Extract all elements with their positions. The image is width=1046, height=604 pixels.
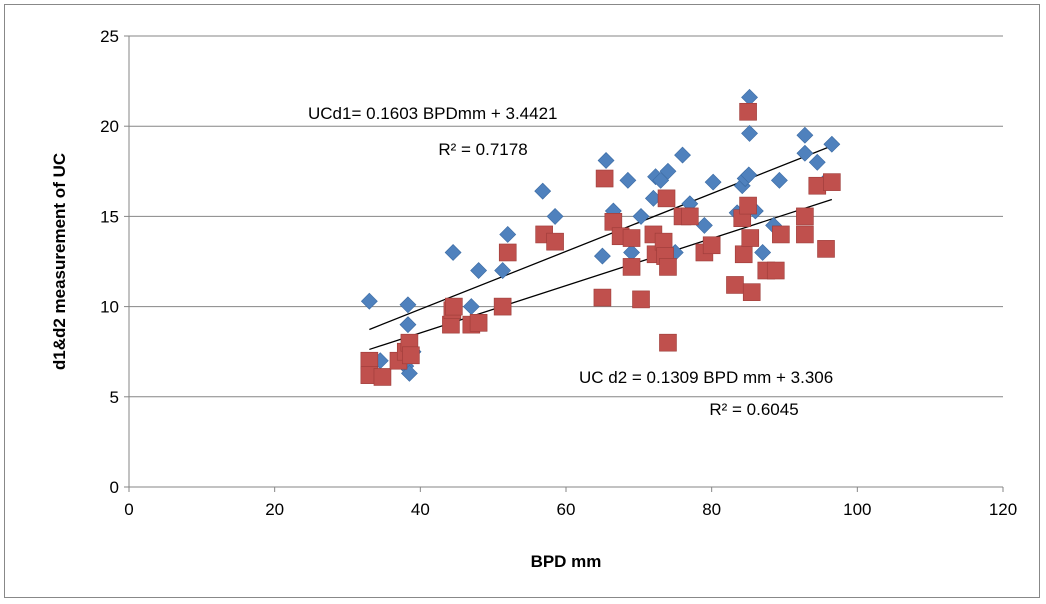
x-tick-label: 0 bbox=[124, 500, 133, 519]
trendline-equation-d2: UC d2 = 0.1309 BPD mm + 3.306 bbox=[579, 368, 833, 387]
data-point-d2 bbox=[702, 236, 721, 255]
x-tick-label: 80 bbox=[702, 500, 721, 519]
data-point-d1 bbox=[741, 124, 758, 142]
data-point-d1 bbox=[823, 135, 841, 153]
data-point-d2 bbox=[632, 290, 650, 309]
data-point-d2 bbox=[595, 169, 614, 188]
data-point-d1 bbox=[597, 152, 615, 169]
data-point-d1 bbox=[444, 244, 462, 261]
y-tick-label: 25 bbox=[100, 27, 119, 46]
data-point-d1 bbox=[546, 207, 564, 225]
data-point-d1 bbox=[674, 146, 691, 164]
data-point-d1 bbox=[399, 316, 417, 334]
data-point-d2 bbox=[796, 225, 814, 244]
y-tick-label: 0 bbox=[110, 478, 119, 497]
data-point-d1 bbox=[741, 88, 758, 106]
data-point-d2 bbox=[445, 297, 463, 316]
x-tick-label: 40 bbox=[411, 500, 430, 519]
data-point-d2 bbox=[772, 225, 790, 244]
data-point-d1 bbox=[770, 171, 788, 189]
data-point-d1 bbox=[619, 171, 637, 189]
x-tick-label: 20 bbox=[265, 500, 284, 519]
trendline-r2-d2: R² = 0.6045 bbox=[709, 400, 798, 419]
data-point-d1 bbox=[623, 244, 640, 261]
data-point-d2 bbox=[593, 288, 612, 307]
data-point-d1 bbox=[695, 216, 713, 234]
data-point-d1 bbox=[796, 144, 814, 162]
data-point-d1 bbox=[494, 262, 512, 279]
data-point-d1 bbox=[499, 226, 517, 243]
data-point-d1 bbox=[704, 173, 722, 191]
x-tick-label: 60 bbox=[557, 500, 576, 519]
data-point-d1 bbox=[534, 182, 552, 200]
y-tick-label: 15 bbox=[100, 207, 119, 226]
data-point-d2 bbox=[622, 229, 641, 247]
y-tick-label: 5 bbox=[110, 388, 119, 407]
data-point-d2 bbox=[373, 368, 392, 386]
trendline-equation-d1: UCd1= 0.1603 BPDmm + 3.4421 bbox=[308, 104, 557, 123]
data-point-d2 bbox=[546, 232, 564, 251]
data-point-d2 bbox=[739, 196, 757, 215]
data-point-d2 bbox=[739, 102, 757, 121]
data-point-d2 bbox=[734, 245, 753, 264]
data-point-d2 bbox=[742, 283, 761, 301]
chart-frame: 0 5 10 15 20 25 0 20 40 60 80 100 120 BPD mm d1&d2 m… bbox=[4, 4, 1040, 598]
scatter-chart: 0 5 10 15 20 25 0 20 40 60 80 100 120 BPD mm d1&d2 m… bbox=[50, 27, 1017, 571]
data-point-d2 bbox=[498, 243, 517, 262]
data-point-d1 bbox=[754, 244, 772, 261]
data-point-d2 bbox=[817, 240, 835, 258]
data-point-d2 bbox=[681, 207, 699, 226]
y-tick-label: 20 bbox=[100, 117, 119, 136]
data-point-d1 bbox=[740, 166, 758, 184]
y-tick-label: 10 bbox=[100, 298, 119, 317]
trendline-r2-d1: R² = 0.7178 bbox=[438, 140, 527, 159]
data-point-d1 bbox=[593, 247, 611, 265]
data-point-d2 bbox=[657, 189, 676, 208]
data-point-d2 bbox=[493, 297, 512, 316]
data-point-d1 bbox=[462, 298, 480, 316]
data-point-d2 bbox=[622, 258, 641, 276]
data-point-d2 bbox=[469, 314, 488, 332]
grid-lines bbox=[129, 35, 1003, 398]
data-point-d2 bbox=[659, 258, 677, 276]
x-axis-title: BPD mm bbox=[531, 552, 602, 571]
data-point-d2 bbox=[659, 333, 677, 352]
data-point-d2 bbox=[741, 229, 760, 247]
data-point-d1 bbox=[632, 207, 650, 225]
x-tick-label: 120 bbox=[989, 500, 1017, 519]
data-point-d1 bbox=[808, 153, 826, 171]
data-point-d2 bbox=[796, 207, 814, 226]
y-axis-title: d1&d2 measurement of UC bbox=[50, 153, 69, 370]
data-point-d1 bbox=[470, 262, 488, 279]
data-point-d2 bbox=[823, 173, 841, 191]
x-tick-label: 100 bbox=[843, 500, 871, 519]
data-point-d1 bbox=[399, 296, 417, 314]
axes: 0 5 10 15 20 25 0 20 40 60 80 100 120 bbox=[100, 27, 1017, 519]
data-point-d2 bbox=[726, 276, 744, 294]
data-point-d1 bbox=[796, 126, 814, 144]
data-point-d2 bbox=[402, 346, 420, 365]
data-point-d1 bbox=[360, 292, 378, 310]
data-point-d2 bbox=[766, 261, 785, 280]
data-point-d1 bbox=[659, 162, 677, 180]
labels: BPD mm d1&d2 measurement of UC UCd1= 0.1… bbox=[50, 104, 833, 571]
data-points bbox=[360, 88, 841, 386]
